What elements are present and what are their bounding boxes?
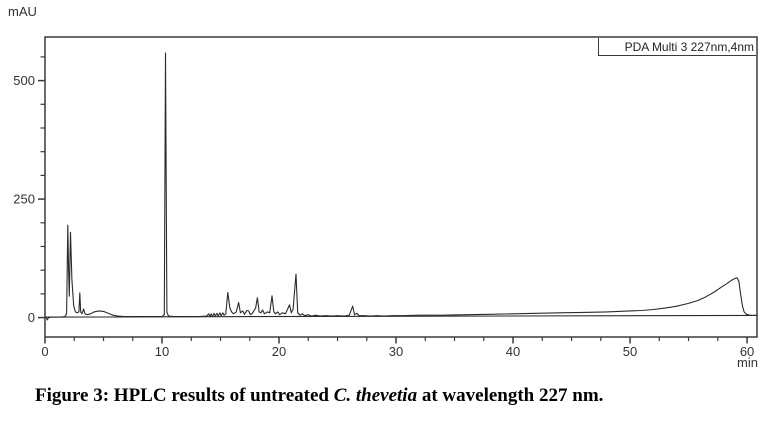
- x-tick-label: 30: [389, 344, 403, 359]
- x-axis-unit-label: min: [737, 355, 758, 370]
- caption-prefix: Figure 3: HPLC results of untreated: [35, 385, 334, 406]
- y-tick-label: 500: [13, 73, 35, 88]
- x-tick-label: 20: [272, 344, 286, 359]
- x-tick-label: 0: [41, 344, 48, 359]
- plot-frame: [44, 36, 758, 338]
- baseline-trace: [44, 314, 758, 318]
- detector-legend-box: PDA Multi 3 227nm,4nm: [598, 38, 756, 56]
- chromatogram-trace: [44, 52, 758, 321]
- x-tick-label: 10: [155, 344, 169, 359]
- y-tick-label: 250: [13, 192, 35, 207]
- y-axis-unit-label: mAU: [8, 4, 37, 19]
- x-tick-label: 60: [740, 344, 754, 359]
- detector-legend-label: PDA Multi 3 227nm,4nm: [624, 39, 754, 54]
- x-tick-label: 50: [623, 344, 637, 359]
- caption-suffix: at wavelength 227 nm.: [417, 385, 604, 406]
- figure-caption: Figure 3: HPLC results of untreated C. t…: [35, 385, 735, 407]
- x-tick-label: 40: [506, 344, 520, 359]
- y-tick-label: 0: [28, 310, 35, 325]
- caption-species-name: C. thevetia: [333, 385, 418, 406]
